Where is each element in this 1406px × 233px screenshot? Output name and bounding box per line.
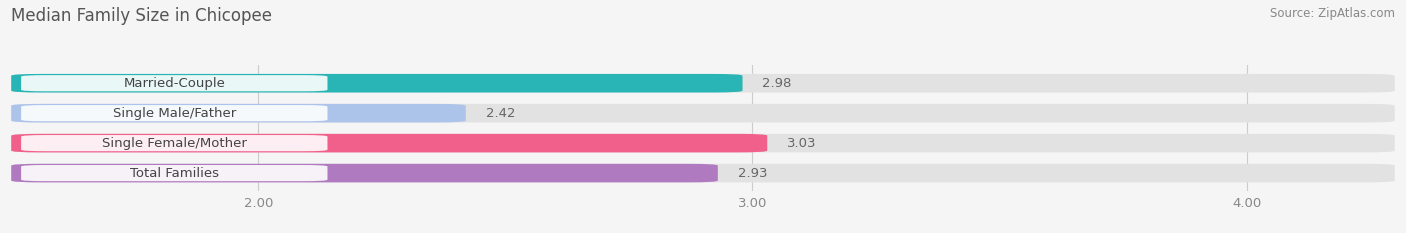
Text: 3.03: 3.03 <box>787 137 817 150</box>
FancyBboxPatch shape <box>11 164 718 182</box>
FancyBboxPatch shape <box>11 104 1395 123</box>
FancyBboxPatch shape <box>11 104 465 123</box>
FancyBboxPatch shape <box>11 74 742 93</box>
FancyBboxPatch shape <box>21 165 328 181</box>
FancyBboxPatch shape <box>21 75 328 91</box>
FancyBboxPatch shape <box>11 164 1395 182</box>
FancyBboxPatch shape <box>21 105 328 121</box>
FancyBboxPatch shape <box>21 135 328 151</box>
Text: 2.93: 2.93 <box>738 167 768 180</box>
Text: Median Family Size in Chicopee: Median Family Size in Chicopee <box>11 7 273 25</box>
Text: 2.98: 2.98 <box>762 77 792 90</box>
Text: Married-Couple: Married-Couple <box>124 77 225 90</box>
FancyBboxPatch shape <box>11 134 768 152</box>
Text: Total Families: Total Families <box>129 167 219 180</box>
FancyBboxPatch shape <box>11 134 1395 152</box>
Text: Single Male/Father: Single Male/Father <box>112 107 236 120</box>
Text: Single Female/Mother: Single Female/Mother <box>101 137 246 150</box>
Text: 2.42: 2.42 <box>485 107 515 120</box>
FancyBboxPatch shape <box>11 74 1395 93</box>
Text: Source: ZipAtlas.com: Source: ZipAtlas.com <box>1270 7 1395 20</box>
